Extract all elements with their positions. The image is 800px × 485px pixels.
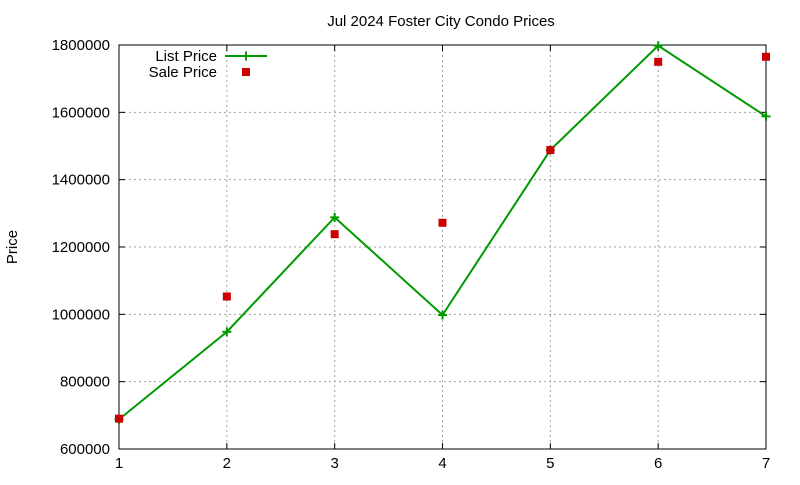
y-tick-label: 1800000 [52,37,110,54]
x-tick-label: 3 [330,455,338,472]
sale-price-point [222,292,231,301]
x-tick-label: 6 [654,455,662,472]
list-price-point [761,111,771,121]
list-price-point [330,212,340,222]
y-tick-label: 1000000 [52,306,110,323]
x-tick-label: 2 [223,455,231,472]
chart-title: Jul 2024 Foster City Condo Prices [327,13,555,30]
tick-labels: 1 2 3 4 5 6 7 600000 800000 1000000 1200000 1400000… [52,37,771,472]
y-tick-label: 1600000 [52,104,110,121]
legend-entry: List Price [155,48,267,65]
x-tick-label: 4 [438,455,446,472]
list-price-point [653,41,663,51]
x-tick-label: 7 [762,455,770,472]
y-tick-label: 1400000 [52,172,110,189]
list-price-point [222,327,232,337]
sale-price-point [438,218,447,227]
legend-entry: Sale Price [149,64,250,81]
y-axis-label: Price [4,230,21,264]
legend-square-marker [242,68,250,76]
series-sale-price [115,52,770,423]
y-tick-label: 800000 [60,374,110,391]
y-tick-label: 1200000 [52,239,110,256]
x-tick-label: 1 [115,455,123,472]
grid [118,44,767,450]
x-tick-label: 5 [546,455,554,472]
legend-label: List Price [155,48,217,65]
sale-price-point [762,52,770,61]
sale-price-point [546,146,555,155]
y-tick-label: 600000 [60,441,110,458]
sale-price-point [330,230,339,239]
series [114,41,771,424]
list-price-point [438,310,447,320]
sale-price-point [115,414,123,423]
legend-label: Sale Price [149,64,217,81]
axes [118,44,767,450]
legend-plus-marker [241,51,251,61]
sale-price-point [654,57,663,66]
